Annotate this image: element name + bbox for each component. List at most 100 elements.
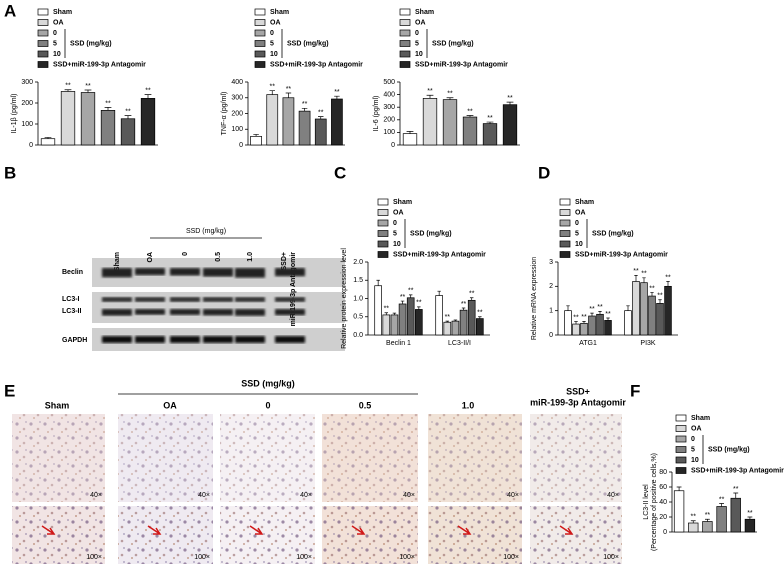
- significance: **: [384, 306, 390, 313]
- legend-swatch: [377, 219, 389, 227]
- legend-label: 10: [691, 457, 699, 464]
- group-label: SSD (mg/kg): [241, 378, 295, 388]
- error-bar: [719, 503, 724, 507]
- panel-labels: A B C D E F: [4, 1, 640, 400]
- error-bar: [747, 516, 753, 520]
- legend-label: 5: [691, 446, 695, 453]
- bar: [451, 320, 460, 336]
- panel-label: A: [4, 1, 16, 20]
- error-bar: [733, 492, 739, 499]
- blot-band: [102, 268, 132, 278]
- histology-texture: [12, 506, 105, 564]
- significance: **: [105, 100, 111, 107]
- significance: **: [589, 306, 595, 313]
- significance: **: [469, 291, 475, 298]
- legend-swatch: [399, 40, 411, 47]
- legend-label: Sham: [415, 9, 434, 16]
- legend-label: OA: [691, 425, 702, 432]
- y-axis-label: Relative mRNA expression: [531, 257, 538, 340]
- error-bar: [590, 312, 594, 317]
- blot-band: [275, 268, 305, 277]
- error-bar: [506, 101, 514, 105]
- y-axis-label: TNF-α (pg/ml): [221, 92, 228, 136]
- legend-group-label: SSD (mg/kg): [410, 230, 452, 237]
- legend-label: 10: [393, 241, 401, 248]
- histology-texture: [428, 506, 522, 564]
- error-bar: [642, 277, 646, 283]
- blot-band: [170, 336, 200, 343]
- row-label: Beclin: [62, 269, 83, 276]
- histology-texture: [220, 506, 315, 564]
- bar: [100, 109, 116, 146]
- y-tick-label: 100: [231, 126, 243, 133]
- significance: **: [597, 304, 603, 311]
- blot-band: [275, 297, 305, 302]
- error-bar: [253, 134, 259, 137]
- histology-texture: [12, 414, 105, 502]
- legend-swatch: [399, 29, 411, 37]
- y-axis-label: (Percentage of positive cells,%): [651, 453, 658, 551]
- error-bar: [466, 115, 474, 118]
- blot-band: [235, 336, 265, 343]
- lane-label: 1.0: [247, 252, 254, 262]
- bar: [40, 138, 56, 146]
- legend-group-label: SSD (mg/kg): [287, 40, 329, 47]
- row-label: GAPDH: [62, 337, 87, 344]
- legend-swatch: [399, 19, 411, 26]
- y-tick-label: 0: [549, 332, 553, 339]
- legend-swatch: [377, 198, 389, 206]
- bar: [60, 91, 76, 146]
- error-bar: [650, 292, 654, 297]
- legend-label: 5: [575, 230, 579, 237]
- significance: **: [85, 83, 91, 90]
- error-bar: [124, 115, 132, 119]
- legend-label: SSD+miR-199-3p Antagomir: [53, 61, 146, 68]
- significance: **: [747, 510, 753, 517]
- legend-group-label: SSD (mg/kg): [70, 40, 112, 47]
- bar: [656, 303, 664, 336]
- error-bar: [666, 281, 670, 287]
- bar: [462, 116, 478, 146]
- histology-texture: [322, 506, 418, 564]
- blot-band: [135, 309, 165, 315]
- legend-swatch: [399, 61, 411, 68]
- blot-band: [235, 309, 265, 316]
- bar: [422, 98, 438, 146]
- significance: **: [286, 86, 292, 93]
- legend-label: 0: [575, 220, 579, 227]
- legend-label: OA: [270, 19, 281, 26]
- y-tick-label: 0.0: [353, 332, 363, 339]
- legend-label: 10: [415, 51, 423, 58]
- bar: [596, 313, 604, 336]
- legend-label: OA: [53, 19, 64, 26]
- legend-label: 10: [53, 51, 61, 58]
- error-bar: [376, 279, 380, 286]
- legend-label: SSD+miR-199-3p Antagomir: [415, 61, 508, 68]
- legend-label: 10: [575, 241, 583, 248]
- y-tick-label: 0: [391, 142, 395, 149]
- arrow: [559, 525, 574, 535]
- legend-swatch: [675, 435, 687, 443]
- y-tick-label: 300: [231, 95, 243, 102]
- y-tick-label: 2.0: [353, 259, 363, 266]
- arrow: [457, 525, 472, 535]
- legend-label: SSD+miR-199-3p Antagomir: [270, 61, 363, 68]
- significance: **: [145, 87, 151, 94]
- significance: **: [691, 514, 697, 521]
- panel-label: B: [4, 163, 16, 182]
- blot-band: [170, 268, 200, 276]
- significance: **: [633, 268, 639, 275]
- legend-label: OA: [393, 209, 404, 216]
- legend-swatch: [377, 209, 389, 216]
- legend-group-label: SSD (mg/kg): [432, 40, 474, 47]
- error-bar: [469, 297, 474, 301]
- magnification: 100×: [86, 554, 102, 561]
- y-tick-label: 1: [549, 308, 553, 315]
- legend-swatch: [559, 219, 571, 227]
- y-tick-label: 400: [383, 91, 395, 98]
- significance: **: [461, 301, 467, 308]
- blot-band: [135, 336, 165, 343]
- bar: [459, 309, 468, 336]
- x-tick-label: LC3-II/I: [448, 340, 471, 347]
- error-bar: [408, 294, 413, 298]
